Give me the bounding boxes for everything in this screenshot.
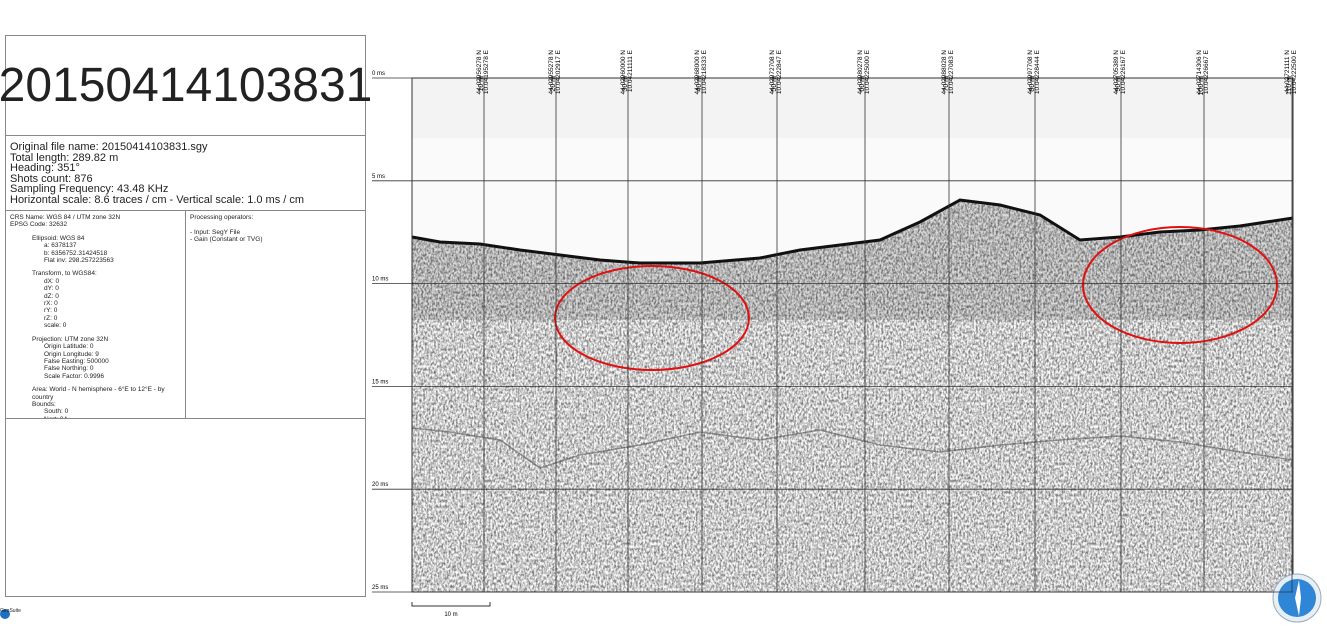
x-tick-lon: 10.04211111 E bbox=[627, 49, 634, 92]
x-tick-lat: 44.02955278 N bbox=[548, 50, 555, 95]
x-tick-lon: 10.04228444 E bbox=[1034, 49, 1041, 94]
plot-area bbox=[412, 78, 1293, 592]
x-tick-lat: 44.02956278 N bbox=[476, 50, 483, 95]
scale-bar: 10 m bbox=[412, 602, 490, 618]
x-tick-lat: 44.02972708 N bbox=[769, 50, 776, 95]
y-tick-label: 20 ms bbox=[372, 482, 388, 488]
y-tick-label: 5 ms bbox=[372, 174, 385, 180]
x-tick-lat: 44.02960000 N bbox=[620, 50, 627, 95]
seismic-profile: 10 m 0 ms5 ms10 ms15 ms20 ms25 ms10 m44.… bbox=[0, 0, 1327, 631]
compass bbox=[1273, 574, 1321, 622]
x-tick-lon: 10.04225000 E bbox=[864, 49, 871, 94]
x-tick-lon: 10.04202917 E bbox=[555, 49, 562, 94]
x-tick-lat: 44.02980278 N bbox=[857, 50, 864, 95]
x-tick-lat: 44.02988028 N bbox=[941, 50, 948, 95]
logo-text: GeoSuite bbox=[0, 608, 21, 614]
x-tick-lon: 10.04227083 E bbox=[948, 49, 955, 94]
x-tick-lat: 44.02714306 N bbox=[1196, 50, 1203, 95]
water-band bbox=[412, 78, 1293, 138]
x-tick-lon: 10.04222500 E bbox=[1291, 49, 1298, 94]
x-tick-lon: 10.04222847 E bbox=[776, 49, 783, 94]
y-tick-label: 0 ms bbox=[372, 71, 385, 77]
scale-bar-line bbox=[412, 602, 490, 606]
y-tick-label: 10 ms bbox=[372, 277, 388, 283]
x-tick-lat: 44.02997708 N bbox=[1027, 50, 1034, 95]
scale-bar-label: 10 m bbox=[444, 612, 457, 618]
x-tick-lon: 10.04218333 E bbox=[701, 49, 708, 94]
x-tick-lon: 10.04195278 E bbox=[483, 49, 490, 94]
x-tick-lon: 10.04226167 E bbox=[1120, 49, 1127, 94]
x-tick-lon: 10.04226667 E bbox=[1203, 49, 1210, 94]
x-tick-lat: 44.02721111 N bbox=[1284, 50, 1291, 93]
y-tick-label: 25 ms bbox=[372, 585, 388, 591]
y-tick-label: 15 ms bbox=[372, 379, 388, 385]
x-tick-lat: 44.02968000 N bbox=[694, 50, 701, 95]
x-tick-lat: 44.02705389 N bbox=[1113, 50, 1120, 95]
